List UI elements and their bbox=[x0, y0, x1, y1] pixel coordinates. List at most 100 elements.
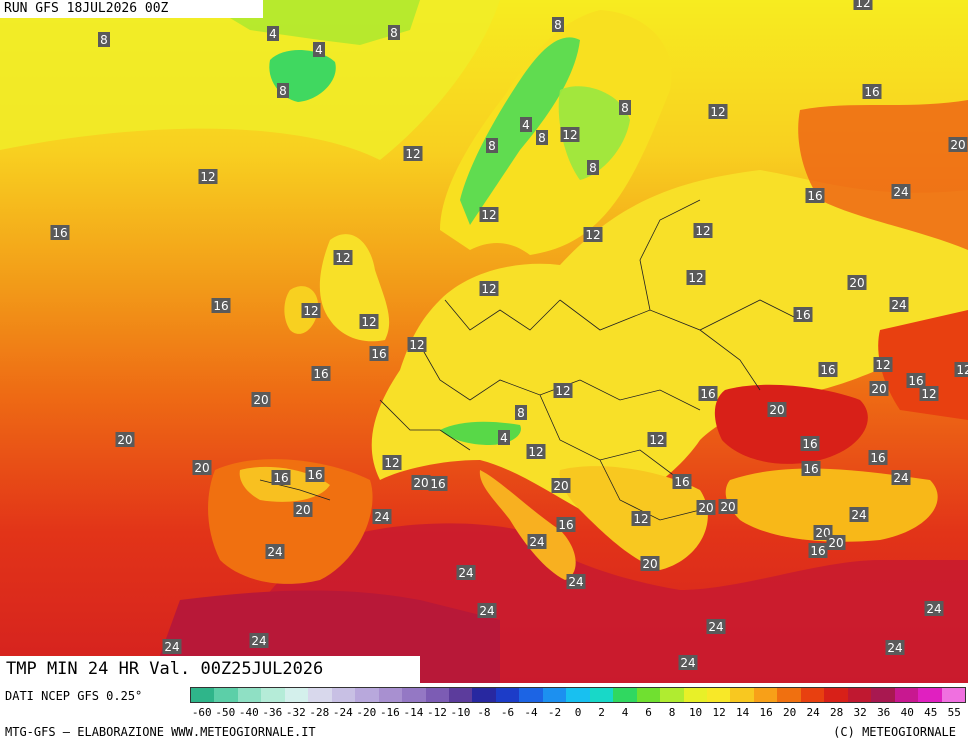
scale-swatch bbox=[284, 688, 309, 702]
map-title: TMP MIN 24 HR Val. 00Z25JUL2026 bbox=[0, 656, 420, 683]
temperature-label: 16 bbox=[313, 367, 328, 381]
scale-tick: -8 bbox=[477, 706, 491, 719]
temperature-label: 24 bbox=[529, 535, 544, 549]
label-box bbox=[800, 436, 820, 451]
temperature-label: 12 bbox=[710, 105, 725, 119]
label-box bbox=[249, 633, 269, 648]
label-box bbox=[631, 511, 651, 526]
label-box bbox=[50, 225, 70, 240]
temperature-label: 24 bbox=[164, 640, 179, 654]
label-box bbox=[498, 430, 510, 445]
temperature-label: 16 bbox=[430, 477, 445, 491]
label-box bbox=[265, 544, 285, 559]
label-box bbox=[853, 0, 873, 10]
temperature-label: 24 bbox=[891, 298, 906, 312]
scale-swatch bbox=[589, 688, 614, 702]
scale-tick: 40 bbox=[900, 706, 914, 719]
scale-swatch bbox=[566, 688, 590, 702]
scale-tick: 32 bbox=[853, 706, 867, 719]
east-hot bbox=[798, 100, 968, 250]
scale-swatch bbox=[402, 688, 426, 702]
label-box bbox=[313, 42, 325, 57]
temperature-label: 20 bbox=[871, 382, 886, 396]
scale-swatch bbox=[425, 688, 449, 702]
temperature-label: 20 bbox=[849, 276, 864, 290]
scale-tick: -28 bbox=[309, 706, 330, 719]
label-box bbox=[211, 298, 231, 313]
temperature-label: 24 bbox=[479, 604, 494, 618]
temperature-label: 16 bbox=[807, 189, 822, 203]
temperature-label: 16 bbox=[803, 462, 818, 476]
label-box bbox=[847, 275, 867, 290]
label-box bbox=[793, 307, 813, 322]
temperature-label: 16 bbox=[558, 518, 573, 532]
scale-swatch bbox=[519, 688, 543, 702]
label-box bbox=[556, 517, 576, 532]
label-box bbox=[868, 450, 888, 465]
scale-tick: -40 bbox=[238, 706, 259, 719]
black-sea bbox=[714, 384, 868, 464]
scale-tick: 4 bbox=[621, 706, 629, 719]
scale-swatch bbox=[448, 688, 473, 702]
label-box bbox=[98, 32, 110, 47]
label-box bbox=[696, 500, 716, 515]
temperature-label: 4 bbox=[315, 43, 323, 57]
scale-tick: -20 bbox=[356, 706, 377, 719]
temperature-label: 20 bbox=[117, 433, 132, 447]
label-box bbox=[693, 223, 713, 238]
temperature-label: 20 bbox=[413, 476, 428, 490]
scale-tick: -24 bbox=[332, 706, 353, 719]
scale-swatch bbox=[753, 688, 778, 702]
temperature-label: 12 bbox=[384, 456, 399, 470]
scale-tick: 6 bbox=[645, 706, 652, 719]
scale-swatch bbox=[378, 688, 403, 702]
label-box bbox=[372, 509, 392, 524]
label-box bbox=[678, 655, 698, 670]
label-box bbox=[293, 502, 313, 517]
scale-swatch bbox=[214, 688, 238, 702]
temperature-label: 24 bbox=[458, 566, 473, 580]
scale-swatch bbox=[331, 688, 356, 702]
label-box bbox=[672, 474, 692, 489]
scale-tick: -4 bbox=[524, 706, 538, 719]
temperature-label: 16 bbox=[213, 299, 228, 313]
ireland bbox=[284, 286, 319, 334]
scale-swatch bbox=[261, 688, 285, 702]
temperature-label: 16 bbox=[802, 437, 817, 451]
label-box bbox=[277, 83, 289, 98]
temperature-label: 12 bbox=[956, 363, 968, 377]
scale-tick: 20 bbox=[783, 706, 797, 719]
label-box bbox=[889, 297, 909, 312]
temperature-label: 12 bbox=[695, 224, 710, 238]
label-box bbox=[301, 303, 321, 318]
temperature-label: 12 bbox=[528, 445, 543, 459]
temperature-label: 24 bbox=[568, 575, 583, 589]
label-box bbox=[333, 250, 353, 265]
label-box bbox=[369, 346, 389, 361]
label-box bbox=[869, 381, 889, 396]
temperature-label: 4 bbox=[522, 118, 530, 132]
temperature-label: 12 bbox=[921, 387, 936, 401]
scale-tick: 2 bbox=[598, 706, 605, 719]
label-box bbox=[891, 184, 911, 199]
label-box bbox=[698, 386, 718, 401]
label-box bbox=[359, 314, 379, 329]
label-box bbox=[526, 444, 546, 459]
label-box bbox=[520, 117, 532, 132]
temperature-label: 12 bbox=[405, 147, 420, 161]
temperature-label: 12 bbox=[633, 512, 648, 526]
temperature-label: 16 bbox=[52, 226, 67, 240]
scale-tick: 8 bbox=[668, 706, 676, 719]
temperature-label: 4 bbox=[500, 431, 508, 445]
temperature-label: 20 bbox=[828, 536, 843, 550]
borders bbox=[259, 199, 801, 521]
label-box bbox=[267, 26, 279, 41]
scale-ticks: -60 -50 -40 -36 -32 -28 -24 -20 -16 -14 -12 -10 -8 -6… bbox=[190, 706, 966, 720]
temperature-label: 20 bbox=[194, 461, 209, 475]
scale-tick: 14 bbox=[735, 706, 750, 719]
label-box bbox=[767, 402, 787, 417]
label-box bbox=[619, 100, 631, 115]
scale-swatch bbox=[542, 688, 567, 702]
scale-tick: 36 bbox=[877, 706, 891, 719]
label-box bbox=[456, 565, 476, 580]
